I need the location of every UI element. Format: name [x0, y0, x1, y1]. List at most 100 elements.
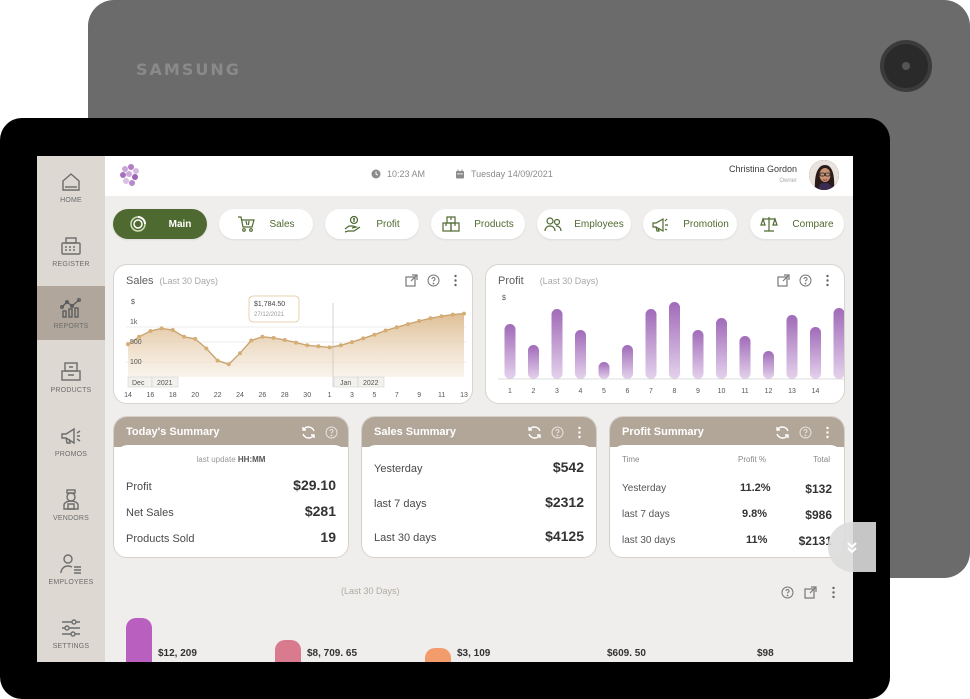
- row-value: $2312: [545, 494, 584, 510]
- x-tick-label: 14: [812, 388, 820, 395]
- sidebar-item-promos[interactable]: PROMOS: [37, 414, 105, 468]
- profit-bar: [645, 309, 657, 379]
- more-vertical-icon[interactable]: [821, 274, 834, 287]
- x-tick-label: 1: [508, 388, 512, 395]
- category-value: $12, 209: [158, 648, 197, 659]
- help-icon[interactable]: [799, 426, 812, 439]
- sales-point: [170, 328, 175, 332]
- tab-compare[interactable]: Compare: [750, 209, 844, 239]
- sidebar-item-label: VENDORS: [52, 515, 90, 522]
- tab-products[interactable]: Products: [431, 209, 525, 239]
- external-link-icon[interactable]: [777, 274, 790, 287]
- sidebar-item-employees[interactable]: EMPLOYEES: [37, 542, 105, 596]
- external-link-icon[interactable]: [804, 586, 817, 599]
- last-update-value: HH:MM: [237, 455, 266, 464]
- sales-point: [417, 319, 422, 323]
- profit-bar: [763, 351, 774, 379]
- tooltip-date: 27/12/2021: [254, 312, 285, 318]
- summary-row: Net Sales $281: [126, 503, 336, 519]
- row-time: last 30 days: [622, 535, 676, 546]
- col-header-time: Time: [622, 455, 640, 464]
- x-tick-label: 22: [214, 392, 222, 399]
- clock-icon: [371, 169, 381, 179]
- col-header-profit-pct: Profit %: [738, 455, 767, 464]
- cart-icon: [238, 216, 256, 232]
- todays-summary-card: Today's Summary last update HH:MM Profit…: [113, 416, 349, 558]
- row-total: $2131: [798, 534, 832, 548]
- sales-point: [294, 340, 298, 345]
- y-tick-label: 500: [130, 339, 142, 346]
- x-tick-label: 10: [718, 388, 726, 395]
- sidebar-item-products[interactable]: PRODUCTS: [37, 350, 105, 404]
- sidebar-item-label: PRODUCTS: [50, 387, 92, 394]
- sidebar-item-reports[interactable]: REPORTS: [37, 286, 105, 340]
- row-label: last 7 days: [374, 498, 427, 510]
- megaphone-icon: [61, 427, 81, 445]
- tab-main[interactable]: Main: [113, 209, 207, 239]
- category-value: $609. 50: [607, 648, 646, 659]
- help-icon[interactable]: [551, 426, 564, 439]
- x-tick-label: 26: [259, 392, 267, 399]
- x-tick-label: 16: [147, 392, 155, 399]
- tab-promotion[interactable]: Promotion: [643, 209, 737, 239]
- bottom-period: (Last 30 Days): [341, 586, 400, 596]
- category-value: $98: [757, 648, 774, 659]
- sales-title: Sales: [126, 275, 154, 287]
- x-tick-label: 5: [602, 388, 606, 395]
- profit-bar: [504, 324, 516, 379]
- tab-sales[interactable]: Sales: [219, 209, 313, 239]
- row-total: $132: [805, 482, 832, 496]
- sales-point: [159, 326, 164, 331]
- scroll-down-button[interactable]: [828, 522, 876, 572]
- refresh-icon[interactable]: [775, 425, 790, 440]
- sales-point: [271, 335, 276, 340]
- sales-point: [462, 311, 466, 316]
- current-time: 10:23 AM: [387, 169, 426, 179]
- current-date: Tuesday 14/09/2021: [471, 169, 553, 179]
- profit-hand-icon: [344, 215, 361, 233]
- sales-point: [226, 362, 231, 367]
- more-vertical-icon[interactable]: [827, 586, 840, 599]
- profit-bar: [551, 309, 563, 379]
- tab-profit[interactable]: Profit: [325, 209, 419, 239]
- sales-point: [249, 338, 254, 343]
- sidebar-item-settings[interactable]: SETTINGS: [37, 606, 105, 660]
- user-role: Owner: [779, 178, 797, 184]
- y-tick-label: 1k: [130, 319, 138, 326]
- row-value: $281: [304, 503, 336, 519]
- sidebar-item-vendors[interactable]: VENDORS: [37, 478, 105, 532]
- category-bar: [126, 618, 152, 662]
- help-icon[interactable]: [799, 274, 812, 287]
- sidebar-item-register[interactable]: REGISTER: [37, 224, 105, 278]
- sales-point: [394, 325, 399, 330]
- x-tick-label: 18: [169, 392, 177, 399]
- x-tick-label: 7: [649, 388, 653, 395]
- sidebar-item-label: REPORTS: [53, 323, 89, 330]
- sales-point: [182, 334, 186, 339]
- tab-employees[interactable]: Employees: [537, 209, 631, 239]
- more-vertical-icon[interactable]: [449, 274, 462, 287]
- more-vertical-icon[interactable]: [573, 426, 586, 439]
- x-tick-label: 12: [765, 388, 773, 395]
- help-icon[interactable]: [325, 426, 338, 439]
- sales-point: [439, 314, 444, 319]
- x-tick-label: 2: [532, 388, 536, 395]
- card-body: last update HH:MM Profit $29.10 Net Sale…: [114, 445, 348, 557]
- card-header: Today's Summary: [114, 417, 348, 447]
- help-icon[interactable]: [427, 274, 440, 287]
- app-logo: [120, 164, 139, 186]
- help-icon[interactable]: [781, 586, 794, 599]
- refresh-icon[interactable]: [527, 425, 542, 440]
- more-vertical-icon[interactable]: [821, 426, 834, 439]
- avatar[interactable]: [809, 160, 839, 190]
- sidebar-item-label: PROMOS: [54, 451, 88, 458]
- app-screen: HOME REGISTER REPORTS PRODUCTS PROMOS VE…: [37, 156, 853, 662]
- row-time: Yesterday: [622, 483, 667, 494]
- sidebar: HOME REGISTER REPORTS PRODUCTS PROMOS VE…: [37, 156, 105, 662]
- sidebar-item-home[interactable]: HOME: [37, 160, 105, 214]
- external-link-icon[interactable]: [405, 274, 418, 287]
- profit-bar: [810, 327, 821, 379]
- refresh-icon[interactable]: [301, 425, 316, 440]
- sales-point: [372, 332, 377, 337]
- x-tick-label: 11: [438, 392, 445, 399]
